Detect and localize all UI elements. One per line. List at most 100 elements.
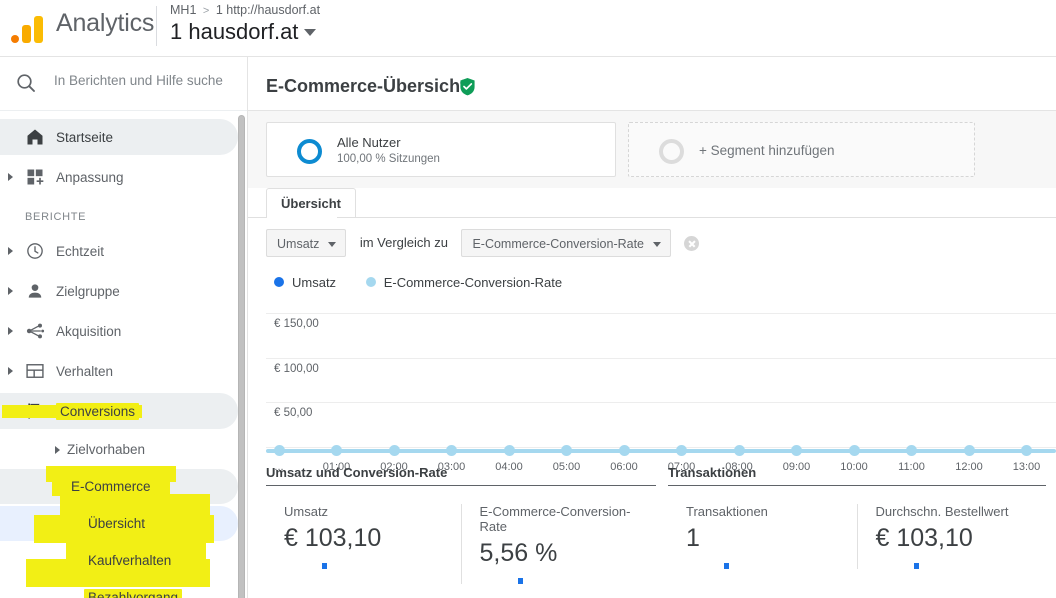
chart-legend: Umsatz E-Commerce-Conversion-Rate	[274, 275, 588, 290]
chart-data-point[interactable]	[791, 445, 802, 456]
sidebar-item-kaufverhalten[interactable]: Kaufverhalten	[0, 542, 247, 579]
top-bar: Analytics MH1 > 1 http://hausdorf.at 1 h…	[0, 0, 1056, 57]
metric-conversion-rate: E-Commerce-Conversion-Rate 5,56 %	[460, 504, 657, 584]
legend-item-umsatz[interactable]: Umsatz	[274, 275, 336, 290]
sidebar-item-label: E-Commerce	[67, 478, 155, 495]
metric-group-transaktionen: Transaktionen Transaktionen 1 Durchschn.…	[668, 465, 1046, 569]
legend-color-swatch	[274, 277, 284, 287]
sidebar-item-echtzeit[interactable]: Echtzeit	[0, 231, 247, 271]
x-axis-tick: 08:00	[725, 461, 753, 473]
segment-subtitle: 100,00 % Sitzungen	[337, 153, 440, 165]
search-input[interactable]	[52, 72, 234, 89]
metric-durchschn-bestellwert: Durchschn. Bestellwert € 103,10	[856, 504, 1047, 569]
clear-comparison-icon[interactable]	[684, 235, 700, 251]
metric-cards: Umsatz und Conversion-Rate Umsatz € 103,…	[248, 465, 1056, 598]
chart-data-point[interactable]	[388, 445, 400, 456]
chevron-down-icon	[8, 409, 16, 414]
metric-controls: Umsatz im Vergleich zu E-Commerce-Conver…	[266, 229, 700, 257]
sidebar-item-zielgruppe[interactable]: Zielgruppe	[0, 271, 247, 311]
metric-value: € 103,10	[875, 524, 973, 552]
chart-data-point[interactable]	[906, 445, 917, 456]
chart-data-point[interactable]	[273, 445, 285, 456]
sidebar-item-startseite[interactable]: Startseite	[0, 117, 247, 157]
secondary-metric-label: E-Commerce-Conversion-Rate	[472, 237, 645, 251]
legend-label: Umsatz	[292, 275, 337, 290]
chevron-right-icon	[8, 247, 13, 255]
sparkline	[322, 563, 327, 569]
chart-data-point[interactable]	[331, 445, 342, 456]
y-axis-tick: € 50,00	[274, 407, 313, 419]
tab-uebersicht[interactable]: Übersicht	[266, 188, 356, 217]
sidebar-nav: Startseite Anpassung BERICHTE Echtzeit	[0, 111, 247, 598]
sidebar-item-label: Anpassung	[56, 169, 124, 185]
property-selector[interactable]: 1 hausdorf.at	[170, 19, 317, 45]
x-axis-tick: 05:00	[552, 461, 581, 473]
sidebar-item-bezahlvorgang[interactable]: Bezahlvorgang	[0, 579, 247, 598]
segment-all-users[interactable]: Alle Nutzer 100,00 % Sitzungen	[266, 122, 616, 177]
chevron-down-icon	[304, 29, 317, 36]
segment-ring-icon	[297, 139, 322, 164]
chart-data-point[interactable]	[848, 445, 860, 456]
chart-data-point[interactable]	[676, 445, 687, 456]
sidebar: Startseite Anpassung BERICHTE Echtzeit	[0, 57, 248, 598]
chart-data-point[interactable]	[963, 445, 975, 456]
chart-data-point[interactable]	[446, 445, 457, 456]
sidebar-item-e-commerce[interactable]: E-Commerce	[0, 468, 247, 505]
chevron-right-icon	[8, 287, 13, 295]
secondary-metric-select[interactable]: E-Commerce-Conversion-Rate	[461, 229, 672, 257]
sidebar-item-label: Übersicht	[84, 515, 150, 532]
chevron-right-icon	[8, 327, 13, 335]
series-line-conversion-rate	[266, 449, 1056, 453]
clock-icon	[25, 241, 45, 261]
x-axis-tick: 04:00	[495, 461, 523, 473]
breadcrumb-property[interactable]: 1 http://hausdorf.at	[215, 3, 321, 17]
x-axis-tick: 12:00	[955, 461, 983, 473]
overview-chart[interactable]: € 150,00 € 100,00 € 50,00 ... 01:00 02:00 0…	[266, 301, 1056, 473]
breadcrumb-separator-icon: >	[202, 5, 210, 17]
chart-data-point[interactable]	[1021, 445, 1032, 456]
person-icon	[25, 281, 45, 301]
analytics-bars-icon	[11, 11, 47, 43]
group-heading: Transaktionen	[668, 465, 757, 480]
x-axis-tick: 13:00	[1012, 461, 1041, 473]
x-axis-tick: 01:00	[322, 461, 351, 473]
breadcrumb-account[interactable]: MH1	[170, 3, 197, 17]
add-segment-button[interactable]: + Segment hinzufügen	[628, 122, 975, 177]
segment-ring-icon	[659, 139, 684, 164]
sidebar-item-akquisition[interactable]: Akquisition	[0, 311, 247, 351]
chart-data-point[interactable]	[733, 445, 745, 456]
chevron-down-icon	[653, 242, 662, 247]
chart-data-point[interactable]	[503, 445, 515, 456]
sparkline	[913, 563, 919, 569]
page-title: E-Commerce-Übersicht	[266, 76, 467, 96]
chevron-down-icon	[328, 242, 337, 247]
metric-value: 1	[686, 524, 700, 552]
primary-metric-select[interactable]: Umsatz	[266, 229, 347, 257]
sidebar-item-uebersicht[interactable]: Übersicht	[0, 505, 247, 542]
sidebar-item-label: Startseite	[56, 129, 114, 145]
sidebar-item-verhalten[interactable]: Verhalten	[0, 351, 247, 391]
sidebar-item-label: Conversions	[56, 402, 140, 420]
x-axis-tick: 03:00	[437, 461, 466, 473]
x-axis-tick: 10:00	[840, 461, 868, 473]
x-axis-tick: 06:00	[610, 461, 638, 473]
legend-color-swatch	[365, 277, 376, 287]
legend-item-conversion-rate[interactable]: E-Commerce-Conversion-Rate	[365, 275, 562, 290]
sidebar-item-zielvorhaben[interactable]: Zielvorhaben	[0, 431, 247, 468]
sidebar-search-row	[0, 57, 247, 111]
metric-transaktionen: Transaktionen 1	[668, 504, 857, 569]
chart-data-point[interactable]	[618, 445, 630, 456]
sidebar-item-conversions[interactable]: Conversions	[0, 391, 247, 431]
sidebar-scrollbar[interactable]	[238, 115, 245, 598]
search-icon	[14, 71, 38, 95]
sidebar-item-anpassung[interactable]: Anpassung	[0, 157, 247, 197]
chart-data-point[interactable]	[561, 445, 572, 456]
property-selector-label: 1 hausdorf.at	[170, 19, 299, 44]
sidebar-item-label: Verhalten	[56, 363, 114, 379]
metric-label: Durchschn. Bestellwert	[875, 504, 1009, 519]
chevron-down-icon	[53, 484, 61, 489]
share-icon	[25, 321, 45, 341]
compare-label: im Vergleich zu	[359, 235, 448, 250]
sparkline	[517, 578, 523, 584]
